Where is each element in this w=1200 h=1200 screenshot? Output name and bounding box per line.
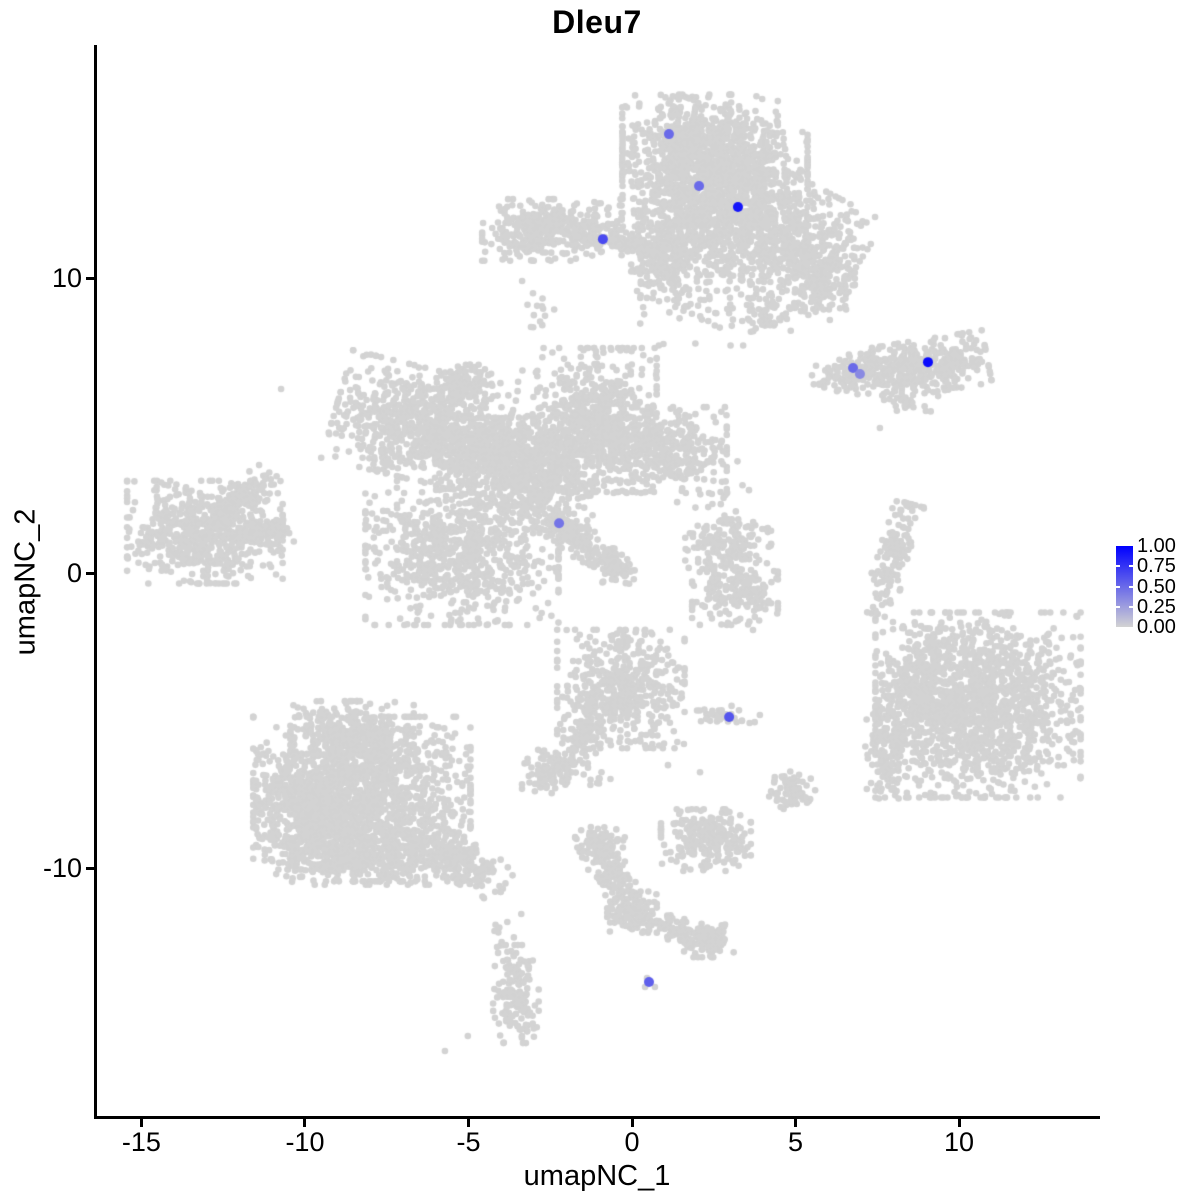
legend-tick-mark	[1129, 565, 1133, 568]
x-tick-mark	[466, 1119, 470, 1127]
legend-tick-mark	[1116, 585, 1120, 588]
legend-tick-label: 0.75	[1137, 555, 1176, 578]
y-axis-label: umapNC_2	[9, 508, 42, 656]
y-tick-mark	[86, 866, 94, 870]
x-tick-mark	[139, 1119, 143, 1127]
x-tick-label: 0	[624, 1127, 640, 1157]
expression-legend: 1.00 0.75 0.50 0.25 0.00	[1108, 535, 1200, 638]
x-tick-label: -15	[121, 1127, 161, 1157]
x-tick-mark	[957, 1119, 961, 1127]
y-tick-mark	[86, 571, 94, 575]
x-tick-mark	[303, 1119, 307, 1127]
y-tick-mark	[86, 276, 94, 280]
legend-gradient-bar	[1116, 546, 1133, 627]
plot-title: Dleu7	[552, 4, 642, 40]
y-tick-label: 10	[51, 263, 82, 294]
x-tick-label: -5	[456, 1127, 481, 1157]
x-tick-label: -10	[285, 1127, 325, 1157]
x-tick-label: 5	[788, 1127, 804, 1157]
x-tick-mark	[630, 1119, 634, 1127]
y-tick-label: 0	[66, 558, 82, 589]
legend-tick-label: 0.00	[1137, 616, 1176, 638]
legend-tick-mark	[1116, 565, 1120, 568]
x-tick-mark	[794, 1119, 798, 1127]
legend-tick-mark	[1116, 605, 1120, 608]
legend-tick-label: 0.25	[1137, 595, 1176, 618]
plot-panel	[94, 45, 1100, 1119]
x-axis-label: umapNC_1	[523, 1160, 671, 1192]
legend-tick-label: 0.50	[1137, 575, 1176, 598]
legend-tick-mark	[1129, 585, 1133, 588]
legend-tick-mark	[1129, 605, 1133, 608]
y-tick-label: -10	[42, 853, 82, 884]
legend-tick-label: 1.00	[1137, 535, 1176, 557]
x-tick-label: 10	[944, 1127, 975, 1157]
